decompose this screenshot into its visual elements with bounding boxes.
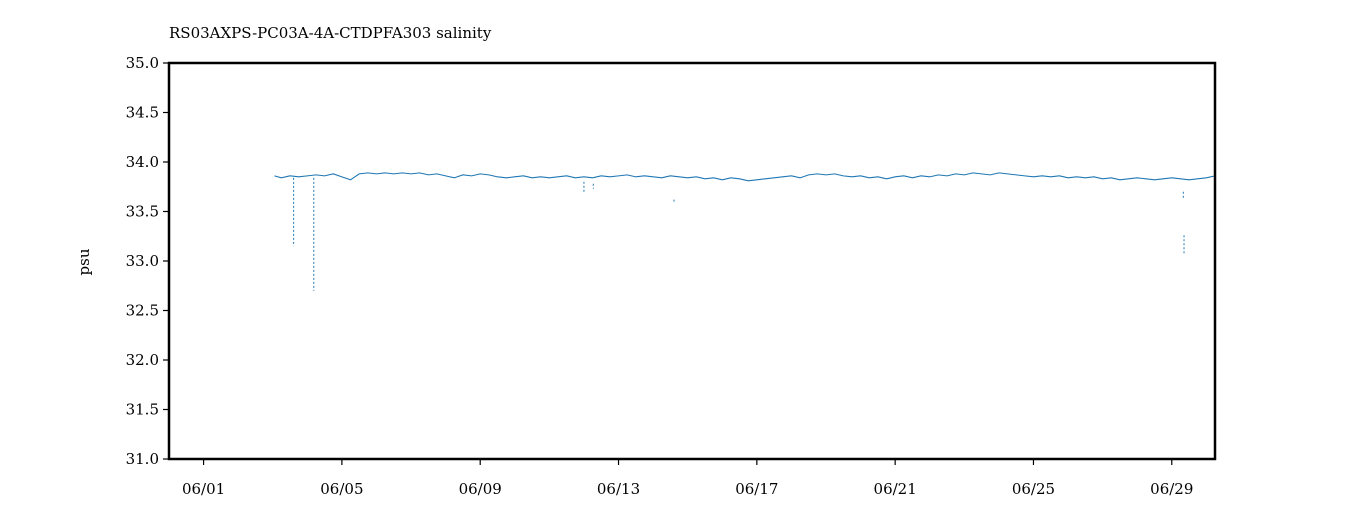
y-tick-label: 33.5 (126, 203, 159, 221)
x-tick-label: 06/29 (1150, 480, 1193, 498)
plot-area (274, 172, 1216, 291)
x-tick-label: 06/17 (735, 480, 778, 498)
y-tick-label: 34.5 (126, 104, 159, 122)
y-tick-label: 32.5 (126, 302, 159, 320)
y-axis-label: psu (75, 248, 93, 275)
plot-frame (167, 61, 1217, 461)
x-tick-label: 06/09 (459, 480, 502, 498)
y-tick-label: 31.0 (126, 450, 159, 468)
x-tick-label: 06/13 (597, 480, 640, 498)
y-tick-label: 31.5 (126, 401, 159, 419)
y-tick-label: 34.0 (126, 153, 159, 171)
y-tick-label: 32.0 (126, 351, 159, 369)
x-tick-label: 06/01 (182, 480, 225, 498)
x-tick-label: 06/21 (874, 480, 917, 498)
y-tick-label: 35.0 (126, 54, 159, 72)
x-tick-label: 06/05 (320, 480, 363, 498)
x-tick-label: 06/25 (1012, 480, 1055, 498)
salinity-series-line (274, 172, 1216, 182)
y-tick-label: 33.0 (126, 252, 159, 270)
chart-title: RS03AXPS-PC03A-4A-CTDPFA303 salinity (169, 24, 492, 42)
y-axis: 31.0 31.5 32.0 32.5 33.0 33.5 34.0 34.5 35.0 (126, 54, 169, 468)
x-axis: 06/01 06/05 06/09 06/13 06/17 06/21 06/25 06/29 (182, 459, 1193, 498)
